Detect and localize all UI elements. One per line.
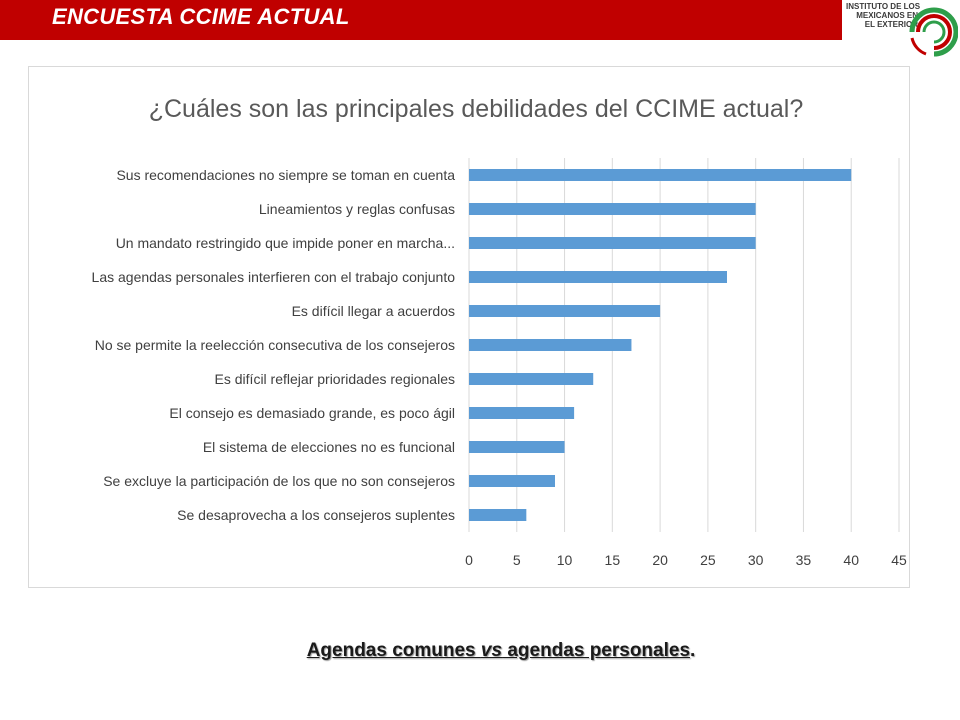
- category-label: Sus recomendaciones no siempre se toman …: [116, 167, 455, 183]
- x-tick-label: 45: [891, 552, 907, 568]
- bar-chart: ¿Cuáles son las principales debilidades …: [92, 95, 907, 568]
- x-tick-label: 5: [513, 552, 521, 568]
- logo-text: INSTITUTO DE LOS MEXICANOS EN EL EXTERIO…: [846, 2, 921, 29]
- bar: [469, 203, 756, 215]
- chart-title: ¿Cuáles son las principales debilidades …: [149, 95, 804, 123]
- category-label: No se permite la reelección consecutiva …: [95, 337, 455, 353]
- x-tick-label: 0: [465, 552, 473, 568]
- x-tick-label: 20: [652, 552, 668, 568]
- x-tick-label: 15: [605, 552, 621, 568]
- header-bar: ENCUESTA CCIME ACTUAL: [0, 0, 842, 40]
- bar: [469, 373, 594, 385]
- category-label: Se desaprovecha a los consejeros suplent…: [177, 507, 455, 523]
- bar: [469, 441, 565, 453]
- footer-period: .: [690, 640, 696, 661]
- bar: [469, 475, 555, 487]
- x-tick-label: 30: [748, 552, 764, 568]
- bar: [469, 407, 575, 419]
- logo-swirl-icon: [909, 7, 958, 57]
- footer-caption: Agendas comunes vs agendas personales.: [0, 640, 960, 662]
- page-title: ENCUESTA CCIME ACTUAL: [52, 4, 350, 29]
- category-label: El consejo es demasiado grande, es poco …: [169, 405, 455, 421]
- logo-line-1: INSTITUTO DE LOS: [846, 2, 921, 11]
- bar: [469, 169, 852, 181]
- bar: [469, 305, 661, 317]
- category-label: Un mandato restringido que impide poner …: [116, 235, 455, 251]
- x-tick-label: 25: [700, 552, 716, 568]
- footer-text-italic: vs: [480, 640, 503, 661]
- chart-frame: ¿Cuáles son las principales debilidades …: [28, 66, 910, 588]
- x-tick-label: 35: [796, 552, 812, 568]
- category-label: Lineamientos y reglas confusas: [259, 201, 455, 217]
- bar: [469, 339, 632, 351]
- footer-text-before: Agendas comunes: [306, 640, 481, 661]
- x-tick-label: 40: [843, 552, 859, 568]
- x-tick-label: 10: [557, 552, 573, 568]
- category-label: Es difícil reflejar prioridades regional…: [215, 371, 455, 387]
- institute-logo: INSTITUTO DE LOS MEXICANOS EN EL EXTERIO…: [842, 0, 960, 66]
- footer-text-after: agendas personales: [502, 640, 691, 661]
- category-label: Las agendas personales interfieren con e…: [92, 269, 456, 285]
- category-label: El sistema de elecciones no es funcional: [203, 439, 455, 455]
- bar: [469, 509, 527, 521]
- category-label: Se excluye la participación de los que n…: [103, 473, 455, 489]
- logo-line-2: MEXICANOS EN: [856, 11, 918, 20]
- logo-line-3: EL EXTERIOR: [864, 20, 918, 29]
- bar: [469, 237, 756, 249]
- bar: [469, 271, 727, 283]
- category-label: Es difícil llegar a acuerdos: [292, 303, 455, 319]
